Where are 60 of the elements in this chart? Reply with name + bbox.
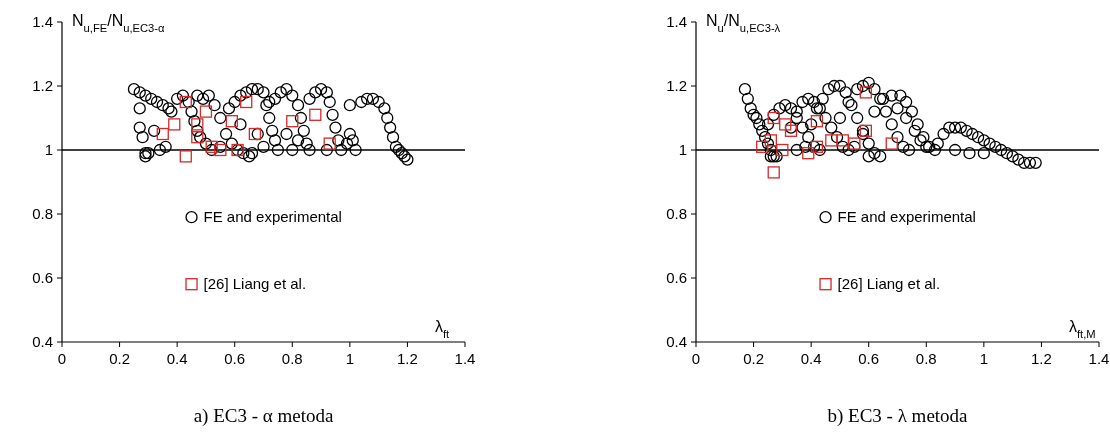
y-tick-label: 0.8 [32, 205, 53, 223]
point [240, 95, 253, 109]
y-tick-label: 1.2 [32, 77, 53, 95]
y-tick-label: 0.6 [32, 269, 53, 287]
point [179, 150, 192, 163]
x-tick-label: 0.8 [915, 350, 937, 367]
legend-label: [26] Liang et al. [837, 275, 941, 293]
text: b) EC3 - λ metoda [827, 405, 969, 427]
x-tick-label: 0.8 [281, 350, 303, 367]
x-tick-label: 0.6 [224, 350, 246, 367]
point [156, 127, 169, 141]
x-tick-label: 1.2 [397, 350, 418, 367]
point [199, 105, 213, 118]
point [836, 134, 849, 147]
point [756, 140, 769, 153]
y-tick-label: 0.4 [32, 333, 53, 351]
x-tick-label: 0.4 [166, 350, 188, 367]
text: a) EC3 - α metoda [193, 405, 334, 427]
x-tick-label: 0.2 [743, 350, 764, 367]
point [859, 86, 872, 99]
legend-label: [26] Liang et al. [203, 275, 307, 293]
x-axis-title: λ$_{ft,M}$ [1069, 318, 1096, 340]
x-tick-label: 1.4 [1088, 350, 1110, 367]
y-axis-title: N$_{u,FE}$/N$_{u,EC3-α}$ [72, 12, 166, 34]
point [767, 111, 780, 125]
y-tick-label: 1.4 [32, 13, 53, 31]
point [286, 115, 299, 128]
x-tick-label: 1 [979, 350, 989, 367]
point [779, 118, 792, 131]
y-tick-label: 0.4 [666, 333, 687, 351]
point [323, 137, 336, 150]
point [168, 118, 181, 131]
y-tick-label: 1 [678, 141, 687, 159]
point [225, 115, 238, 128]
y-tick-label: 1.2 [666, 77, 687, 95]
point [767, 166, 780, 179]
legend-label: FE and experimental [203, 208, 342, 226]
x-tick-label: 0 [57, 350, 67, 367]
point [776, 143, 789, 157]
point [205, 140, 218, 153]
x-tick-label: 0.6 [858, 350, 880, 367]
point [825, 134, 838, 147]
legend-label: FE and experimental [837, 208, 976, 226]
x-axis-title: λ$_{ft}$ [435, 318, 451, 340]
x-tick-label: 0.2 [109, 350, 130, 367]
x-tick-label: 1.4 [454, 350, 476, 367]
x-tick-label: 1.2 [1031, 350, 1052, 367]
x-tick-label: 1 [345, 350, 355, 367]
y-tick-label: 1 [44, 141, 53, 159]
y-tick-label: 1.4 [666, 13, 687, 31]
y-tick-label: 0.6 [666, 269, 687, 287]
x-tick-label: 0 [691, 350, 701, 367]
x-tick-label: 0.4 [800, 350, 822, 367]
point [214, 143, 227, 157]
point [810, 115, 824, 128]
point [309, 108, 322, 121]
point [885, 137, 898, 150]
point [802, 147, 815, 160]
y-axis-title: N$_{u}$/N$_{u,EC3-λ}$ [706, 12, 781, 34]
y-tick-label: 0.8 [666, 205, 687, 223]
